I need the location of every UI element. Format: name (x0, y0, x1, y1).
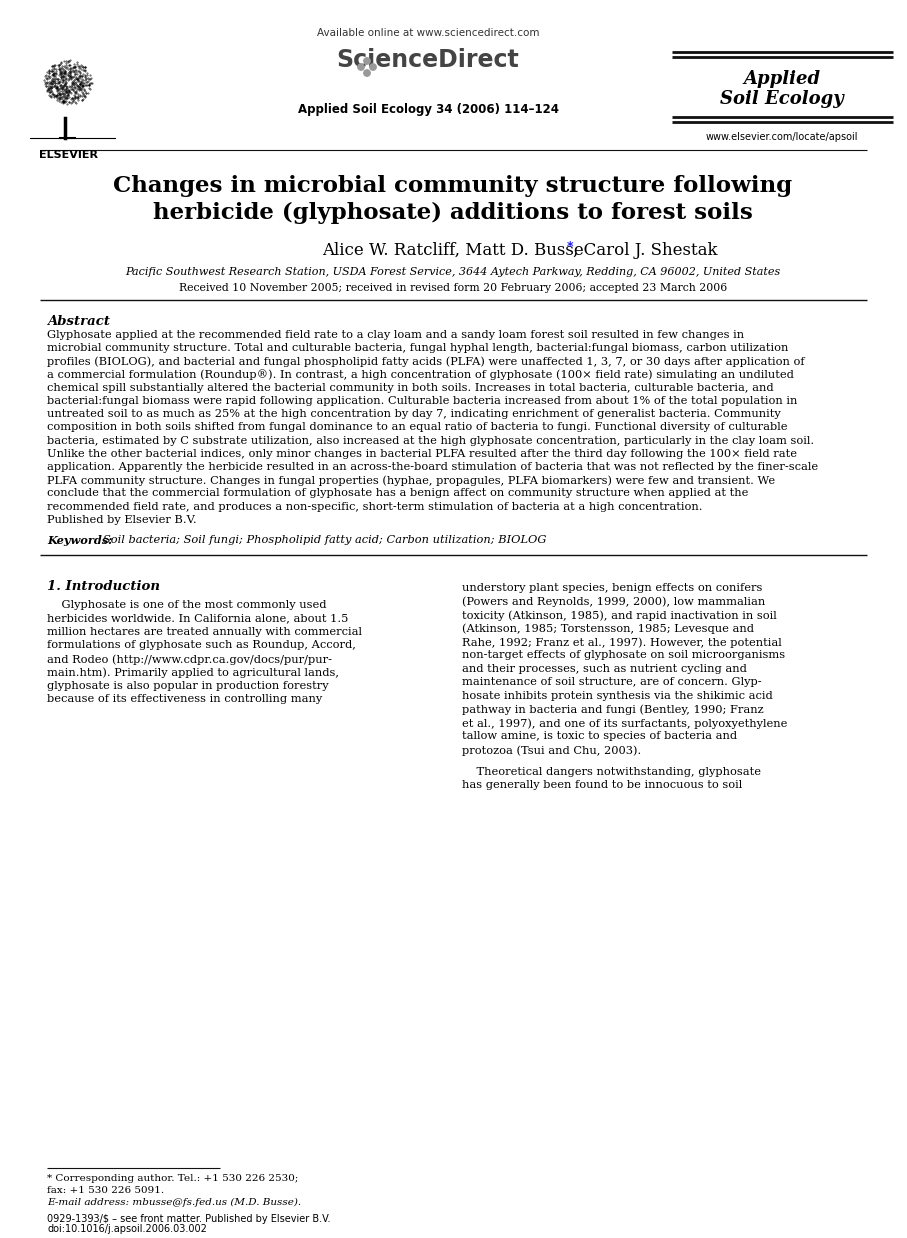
Text: and Rodeo (http://www.cdpr.ca.gov/docs/pur/pur-: and Rodeo (http://www.cdpr.ca.gov/docs/p… (47, 654, 332, 665)
Text: pathway in bacteria and fungi (Bentley, 1990; Franz: pathway in bacteria and fungi (Bentley, … (462, 704, 764, 716)
Text: composition in both soils shifted from fungal dominance to an equal ratio of bac: composition in both soils shifted from f… (47, 422, 787, 432)
Text: , Carol J. Shestak: , Carol J. Shestak (573, 241, 717, 259)
Text: Rahe, 1992; Franz et al., 1997). However, the potential: Rahe, 1992; Franz et al., 1997). However… (462, 638, 782, 647)
Text: because of its effectiveness in controlling many: because of its effectiveness in controll… (47, 695, 322, 704)
Text: *: * (567, 240, 573, 253)
Text: application. Apparently the herbicide resulted in an across-the-board stimulatio: application. Apparently the herbicide re… (47, 462, 818, 472)
Text: formulations of glyphosate such as Roundup, Accord,: formulations of glyphosate such as Round… (47, 640, 356, 650)
Text: www.elsevier.com/locate/apsoil: www.elsevier.com/locate/apsoil (706, 132, 858, 142)
Text: tallow amine, is toxic to species of bacteria and: tallow amine, is toxic to species of bac… (462, 732, 737, 742)
Text: (Powers and Reynolds, 1999, 2000), low mammalian: (Powers and Reynolds, 1999, 2000), low m… (462, 597, 766, 607)
Text: hosate inhibits protein synthesis via the shikimic acid: hosate inhibits protein synthesis via th… (462, 691, 773, 701)
Text: Soil Ecology: Soil Ecology (720, 90, 844, 108)
Text: Applied: Applied (744, 71, 821, 88)
Text: bacteria, estimated by C substrate utilization, also increased at the high glyph: bacteria, estimated by C substrate utili… (47, 436, 814, 446)
Text: protozoa (Tsui and Chu, 2003).: protozoa (Tsui and Chu, 2003). (462, 745, 641, 755)
Text: Abstract: Abstract (47, 314, 110, 328)
Text: E-mail address: mbusse@fs.fed.us (M.D. Busse).: E-mail address: mbusse@fs.fed.us (M.D. B… (47, 1198, 301, 1207)
Text: Glyphosate is one of the most commonly used: Glyphosate is one of the most commonly u… (47, 600, 327, 610)
Text: 1. Introduction: 1. Introduction (47, 579, 160, 593)
Text: 0929-1393/$ – see front matter. Published by Elsevier B.V.: 0929-1393/$ – see front matter. Publishe… (47, 1214, 330, 1224)
Text: main.htm). Primarily applied to agricultural lands,: main.htm). Primarily applied to agricult… (47, 667, 339, 678)
Text: million hectares are treated annually with commercial: million hectares are treated annually wi… (47, 626, 362, 638)
Text: Published by Elsevier B.V.: Published by Elsevier B.V. (47, 515, 197, 525)
Text: has generally been found to be innocuous to soil: has generally been found to be innocuous… (462, 780, 742, 790)
Circle shape (364, 58, 370, 64)
Text: Alice W. Ratcliff, Matt D. Busse: Alice W. Ratcliff, Matt D. Busse (322, 241, 584, 259)
Text: chemical spill substantially altered the bacterial community in both soils. Incr: chemical spill substantially altered the… (47, 383, 774, 392)
Text: a commercial formulation (Roundup®). In contrast, a high concentration of glypho: a commercial formulation (Roundup®). In … (47, 370, 794, 380)
Circle shape (364, 69, 370, 77)
Text: Received 10 November 2005; received in revised form 20 February 2006; accepted 2: Received 10 November 2005; received in r… (179, 284, 727, 293)
Text: bacterial:fungal biomass were rapid following application. Culturable bacteria i: bacterial:fungal biomass were rapid foll… (47, 396, 797, 406)
Text: Keywords:: Keywords: (47, 535, 116, 546)
Text: Changes in microbial community structure following: Changes in microbial community structure… (113, 175, 793, 197)
Text: Unlike the other bacterial indices, only minor changes in bacterial PLFA resulte: Unlike the other bacterial indices, only… (47, 449, 797, 459)
Text: herbicides worldwide. In California alone, about 1.5: herbicides worldwide. In California alon… (47, 614, 348, 624)
Text: profiles (BIOLOG), and bacterial and fungal phospholipid fatty acids (PLFA) were: profiles (BIOLOG), and bacterial and fun… (47, 357, 805, 366)
Text: maintenance of soil structure, are of concern. Glyp-: maintenance of soil structure, are of co… (462, 677, 762, 687)
Text: fax: +1 530 226 5091.: fax: +1 530 226 5091. (47, 1186, 164, 1195)
Text: herbicide (glyphosate) additions to forest soils: herbicide (glyphosate) additions to fore… (153, 202, 753, 224)
Circle shape (357, 64, 365, 71)
Text: Applied Soil Ecology 34 (2006) 114–124: Applied Soil Ecology 34 (2006) 114–124 (297, 103, 559, 116)
Text: PLFA community structure. Changes in fungal properties (hyphae, propagules, PLFA: PLFA community structure. Changes in fun… (47, 475, 775, 485)
Text: microbial community structure. Total and culturable bacteria, fungal hyphal leng: microbial community structure. Total and… (47, 343, 788, 353)
Text: recommended field rate, and produces a non-specific, short-term stimulation of b: recommended field rate, and produces a n… (47, 501, 703, 511)
Text: Soil bacteria; Soil fungi; Phospholipid fatty acid; Carbon utilization; BIOLOG: Soil bacteria; Soil fungi; Phospholipid … (103, 535, 547, 545)
Text: non-target effects of glyphosate on soil microorganisms: non-target effects of glyphosate on soil… (462, 650, 785, 661)
Text: Glyphosate applied at the recommended field rate to a clay loam and a sandy loam: Glyphosate applied at the recommended fi… (47, 331, 744, 340)
Text: et al., 1997), and one of its surfactants, polyoxyethylene: et al., 1997), and one of its surfactant… (462, 718, 787, 728)
Text: Pacific Southwest Research Station, USDA Forest Service, 3644 Aytech Parkway, Re: Pacific Southwest Research Station, USDA… (125, 267, 781, 277)
Text: understory plant species, benign effects on conifers: understory plant species, benign effects… (462, 583, 763, 593)
Circle shape (370, 64, 376, 71)
Text: Theoretical dangers notwithstanding, glyphosate: Theoretical dangers notwithstanding, gly… (462, 766, 761, 776)
Text: and their processes, such as nutrient cycling and: and their processes, such as nutrient cy… (462, 664, 746, 673)
Text: (Atkinson, 1985; Torstensson, 1985; Levesque and: (Atkinson, 1985; Torstensson, 1985; Leve… (462, 624, 754, 634)
Text: ScienceDirect: ScienceDirect (336, 48, 520, 72)
Text: * Corresponding author. Tel.: +1 530 226 2530;: * Corresponding author. Tel.: +1 530 226… (47, 1174, 298, 1184)
Text: conclude that the commercial formulation of glyphosate has a benign affect on co: conclude that the commercial formulation… (47, 489, 748, 499)
Text: ELSEVIER: ELSEVIER (38, 150, 97, 160)
Text: Available online at www.sciencedirect.com: Available online at www.sciencedirect.co… (317, 28, 540, 38)
Text: toxicity (Atkinson, 1985), and rapid inactivation in soil: toxicity (Atkinson, 1985), and rapid ina… (462, 610, 776, 620)
Text: untreated soil to as much as 25% at the high concentration by day 7, indicating : untreated soil to as much as 25% at the … (47, 410, 781, 420)
Text: glyphosate is also popular in production forestry: glyphosate is also popular in production… (47, 681, 328, 691)
Text: doi:10.1016/j.apsoil.2006.03.002: doi:10.1016/j.apsoil.2006.03.002 (47, 1224, 207, 1234)
